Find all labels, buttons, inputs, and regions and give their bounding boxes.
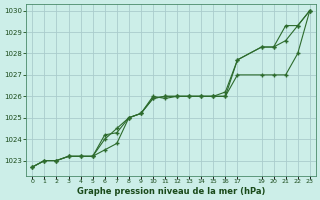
X-axis label: Graphe pression niveau de la mer (hPa): Graphe pression niveau de la mer (hPa) [77, 187, 265, 196]
